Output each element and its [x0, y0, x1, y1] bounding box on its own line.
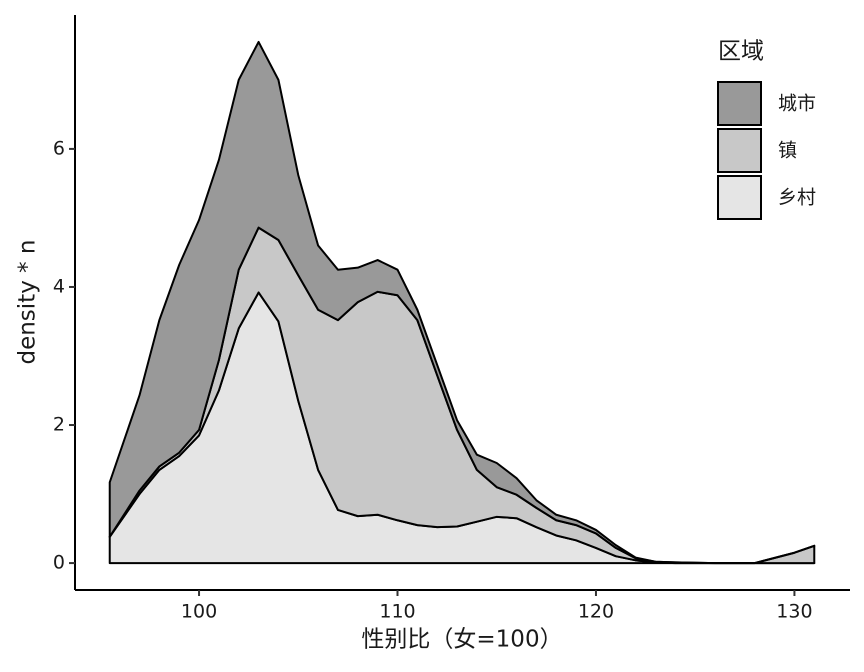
x-tick-label: 100 [181, 601, 217, 623]
legend-label: 乡村 [778, 187, 816, 209]
y-tick-label: 4 [53, 275, 65, 297]
y-tick-label: 6 [53, 137, 65, 159]
x-tick-label: 110 [379, 601, 415, 623]
legend-title: 区域 [718, 39, 764, 65]
y-tick-label: 2 [53, 414, 65, 436]
x-tick-label: 130 [776, 601, 812, 623]
legend-label: 镇 [778, 140, 797, 162]
legend-label: 城市 [778, 93, 816, 115]
area [108, 40, 816, 565]
y-tick-label: 0 [53, 552, 65, 574]
x-axis-title: 性别比（女=100） [361, 627, 562, 653]
x-tick-label: 120 [578, 601, 614, 623]
legend-swatch [717, 175, 762, 220]
legend-swatch [717, 81, 762, 126]
legend-swatch [717, 128, 762, 173]
y-axis-title: density * n [15, 239, 41, 364]
